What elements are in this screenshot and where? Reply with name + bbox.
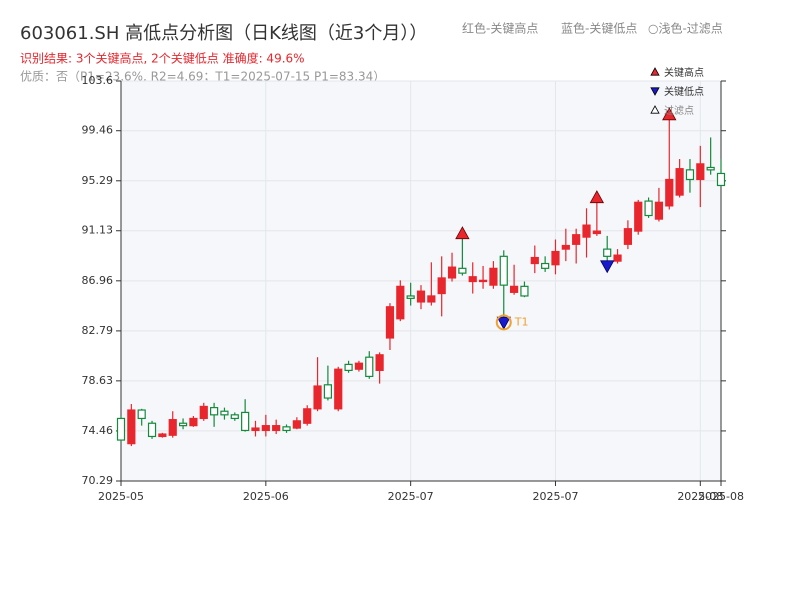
candle-body xyxy=(603,248,612,257)
candle-body xyxy=(158,433,167,438)
x-tick-label: 2025-07 xyxy=(388,490,434,503)
header-legend: 蓝色-关键低点 xyxy=(561,22,637,36)
candle-body xyxy=(334,368,343,410)
candle-body xyxy=(137,409,146,420)
candle-body xyxy=(510,285,519,293)
x-tick-label: 2025-08 xyxy=(677,490,723,503)
key-high-marker xyxy=(662,107,677,121)
candle-body xyxy=(323,384,332,399)
candle-body xyxy=(178,422,188,427)
y-tick-label: 103.6 xyxy=(82,74,114,87)
legend-label: 关键高点 xyxy=(664,66,704,79)
legend-swatch xyxy=(650,87,660,96)
legend-label: 关键低点 xyxy=(664,85,704,98)
candle-body xyxy=(365,356,374,378)
legend-swatch xyxy=(650,105,660,114)
key-low-marker xyxy=(600,260,615,274)
y-tick-label: 86.96 xyxy=(82,274,114,287)
candle-body xyxy=(499,255,508,286)
header-legend: ○浅色-过滤点 xyxy=(648,22,723,36)
candle-body xyxy=(127,409,136,445)
candle-body xyxy=(572,234,581,245)
candle-body xyxy=(447,266,457,279)
candle-body xyxy=(654,201,664,220)
y-tick-label: 74.46 xyxy=(82,424,114,437)
candle-body xyxy=(468,276,477,283)
candle-body xyxy=(168,419,177,436)
candle-body xyxy=(478,279,488,283)
y-tick-label: 78.63 xyxy=(82,374,114,387)
y-tick-label: 82.79 xyxy=(82,324,114,337)
candle-body xyxy=(634,201,643,232)
candle-body xyxy=(530,256,539,265)
candle-body xyxy=(272,425,281,432)
candle-body xyxy=(303,408,312,424)
candle-body xyxy=(354,362,364,370)
y-tick-label: 70.29 xyxy=(82,474,114,487)
candle-body xyxy=(385,306,395,339)
t1-label: T1 xyxy=(514,315,529,328)
candle-body xyxy=(220,410,229,416)
candle-body xyxy=(292,420,301,429)
candle-body xyxy=(623,228,632,245)
candle-body xyxy=(416,290,426,303)
chart-title: 603061.SH 高低点分析图（日K线图（近3个月）） xyxy=(20,23,427,44)
t1-marker xyxy=(495,314,512,331)
candle-body xyxy=(458,267,467,274)
candle-body xyxy=(427,295,436,303)
candle-body xyxy=(613,254,622,262)
y-tick-label: 91.13 xyxy=(82,224,114,237)
x-tick-label: 2025-05 xyxy=(98,490,144,503)
candle-body xyxy=(520,285,529,297)
key-high-marker xyxy=(589,190,605,204)
x-tick-label: 2025-06 xyxy=(243,490,289,503)
candle-body xyxy=(147,422,157,438)
x-tick-label: 2025-07 xyxy=(532,490,578,503)
key-low-marker xyxy=(496,316,511,330)
chart-subtitle: 识别结果: 3个关键高点, 2个关键低点 准确度: 49.6% xyxy=(20,51,305,66)
candle-body xyxy=(561,244,570,250)
candle-body xyxy=(541,262,550,269)
candle-body xyxy=(261,425,270,432)
candle-body xyxy=(189,417,198,427)
candle-body xyxy=(282,426,291,432)
key-high-marker xyxy=(455,226,470,240)
legend-swatch xyxy=(650,67,660,76)
candle-body xyxy=(582,224,591,238)
candle-body xyxy=(706,166,715,171)
candle-body xyxy=(396,285,405,320)
candle-body xyxy=(313,385,322,410)
candle-body xyxy=(675,168,684,196)
legend-label: 过滤点 xyxy=(664,104,694,117)
candle-body xyxy=(406,295,415,299)
header-legend: 红色-关键高点 xyxy=(462,21,538,36)
y-tick-label: 95.29 xyxy=(82,174,114,187)
chart-note: 优质：否（P1=23.6%, R2=4.69；T1=2025-07-15 P1=… xyxy=(20,70,385,84)
x-tick-label: 2025-08 xyxy=(698,490,744,503)
candle-body xyxy=(696,163,705,181)
candle-body xyxy=(116,417,126,441)
candle-body xyxy=(199,405,208,420)
candle-body xyxy=(230,414,239,420)
candle-body xyxy=(489,267,498,286)
candle-body xyxy=(251,427,260,432)
candle-body xyxy=(344,363,353,372)
candle-body xyxy=(241,411,250,432)
candle-body xyxy=(644,200,653,217)
candle-body xyxy=(210,407,219,416)
candle-body xyxy=(716,172,726,187)
y-tick-label: 99.46 xyxy=(82,124,114,137)
candle-body xyxy=(685,169,695,181)
candle-body xyxy=(437,277,446,295)
candle-body xyxy=(551,250,560,266)
candle-body xyxy=(665,178,674,207)
candle-body xyxy=(592,230,601,235)
candle-body xyxy=(375,354,384,372)
